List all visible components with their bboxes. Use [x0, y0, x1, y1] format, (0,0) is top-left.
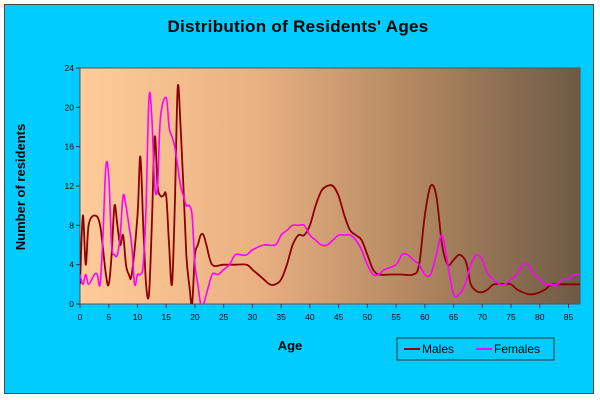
- x-tick-label: 80: [535, 312, 545, 322]
- legend: Males Females: [396, 337, 555, 361]
- series-group: [80, 84, 580, 304]
- legend-label-females: Females: [494, 342, 540, 356]
- x-tick-label: 5: [106, 312, 111, 322]
- y-tick-label: 4: [69, 260, 74, 270]
- x-axis-label: Age: [278, 338, 303, 353]
- x-tick-label: 15: [161, 312, 171, 322]
- x-tick-label: 50: [363, 312, 373, 322]
- x-tick-label: 45: [334, 312, 344, 322]
- x-tick-label: 40: [305, 312, 315, 322]
- y-axis-label: Number of residents: [13, 124, 28, 250]
- x-tick-label: 10: [133, 312, 143, 322]
- x-tick-label: 85: [564, 312, 574, 322]
- y-axis: 0 4 8 12 16 20 24: [65, 63, 80, 309]
- x-tick-label: 35: [276, 312, 286, 322]
- y-tick-label: 20: [65, 102, 75, 112]
- x-tick-label: 30: [248, 312, 258, 322]
- y-tick-label: 8: [69, 220, 74, 230]
- x-tick-label: 65: [449, 312, 459, 322]
- x-tick-label: 0: [78, 312, 83, 322]
- x-tick-label: 75: [506, 312, 516, 322]
- x-tick-label: 55: [391, 312, 401, 322]
- x-tick-label: 70: [478, 312, 488, 322]
- x-tick-label: 60: [420, 312, 430, 322]
- x-tick-label: 20: [190, 312, 200, 322]
- y-tick-label: 12: [65, 181, 75, 191]
- y-tick-label: 0: [69, 299, 74, 309]
- legend-box: [396, 337, 555, 361]
- series-line-males: [80, 84, 580, 304]
- legend-label-males: Males: [422, 342, 454, 356]
- y-tick-label: 24: [65, 63, 75, 73]
- x-tick-label: 25: [219, 312, 229, 322]
- series-line-females: [80, 91, 580, 304]
- chart-title: Distribution of Residents' Ages: [167, 17, 428, 36]
- y-tick-label: 16: [65, 142, 75, 152]
- x-axis: 0 5 10 15 20 25 30 35 40 45 50 55 60 65 70 75 80 85: [78, 304, 574, 322]
